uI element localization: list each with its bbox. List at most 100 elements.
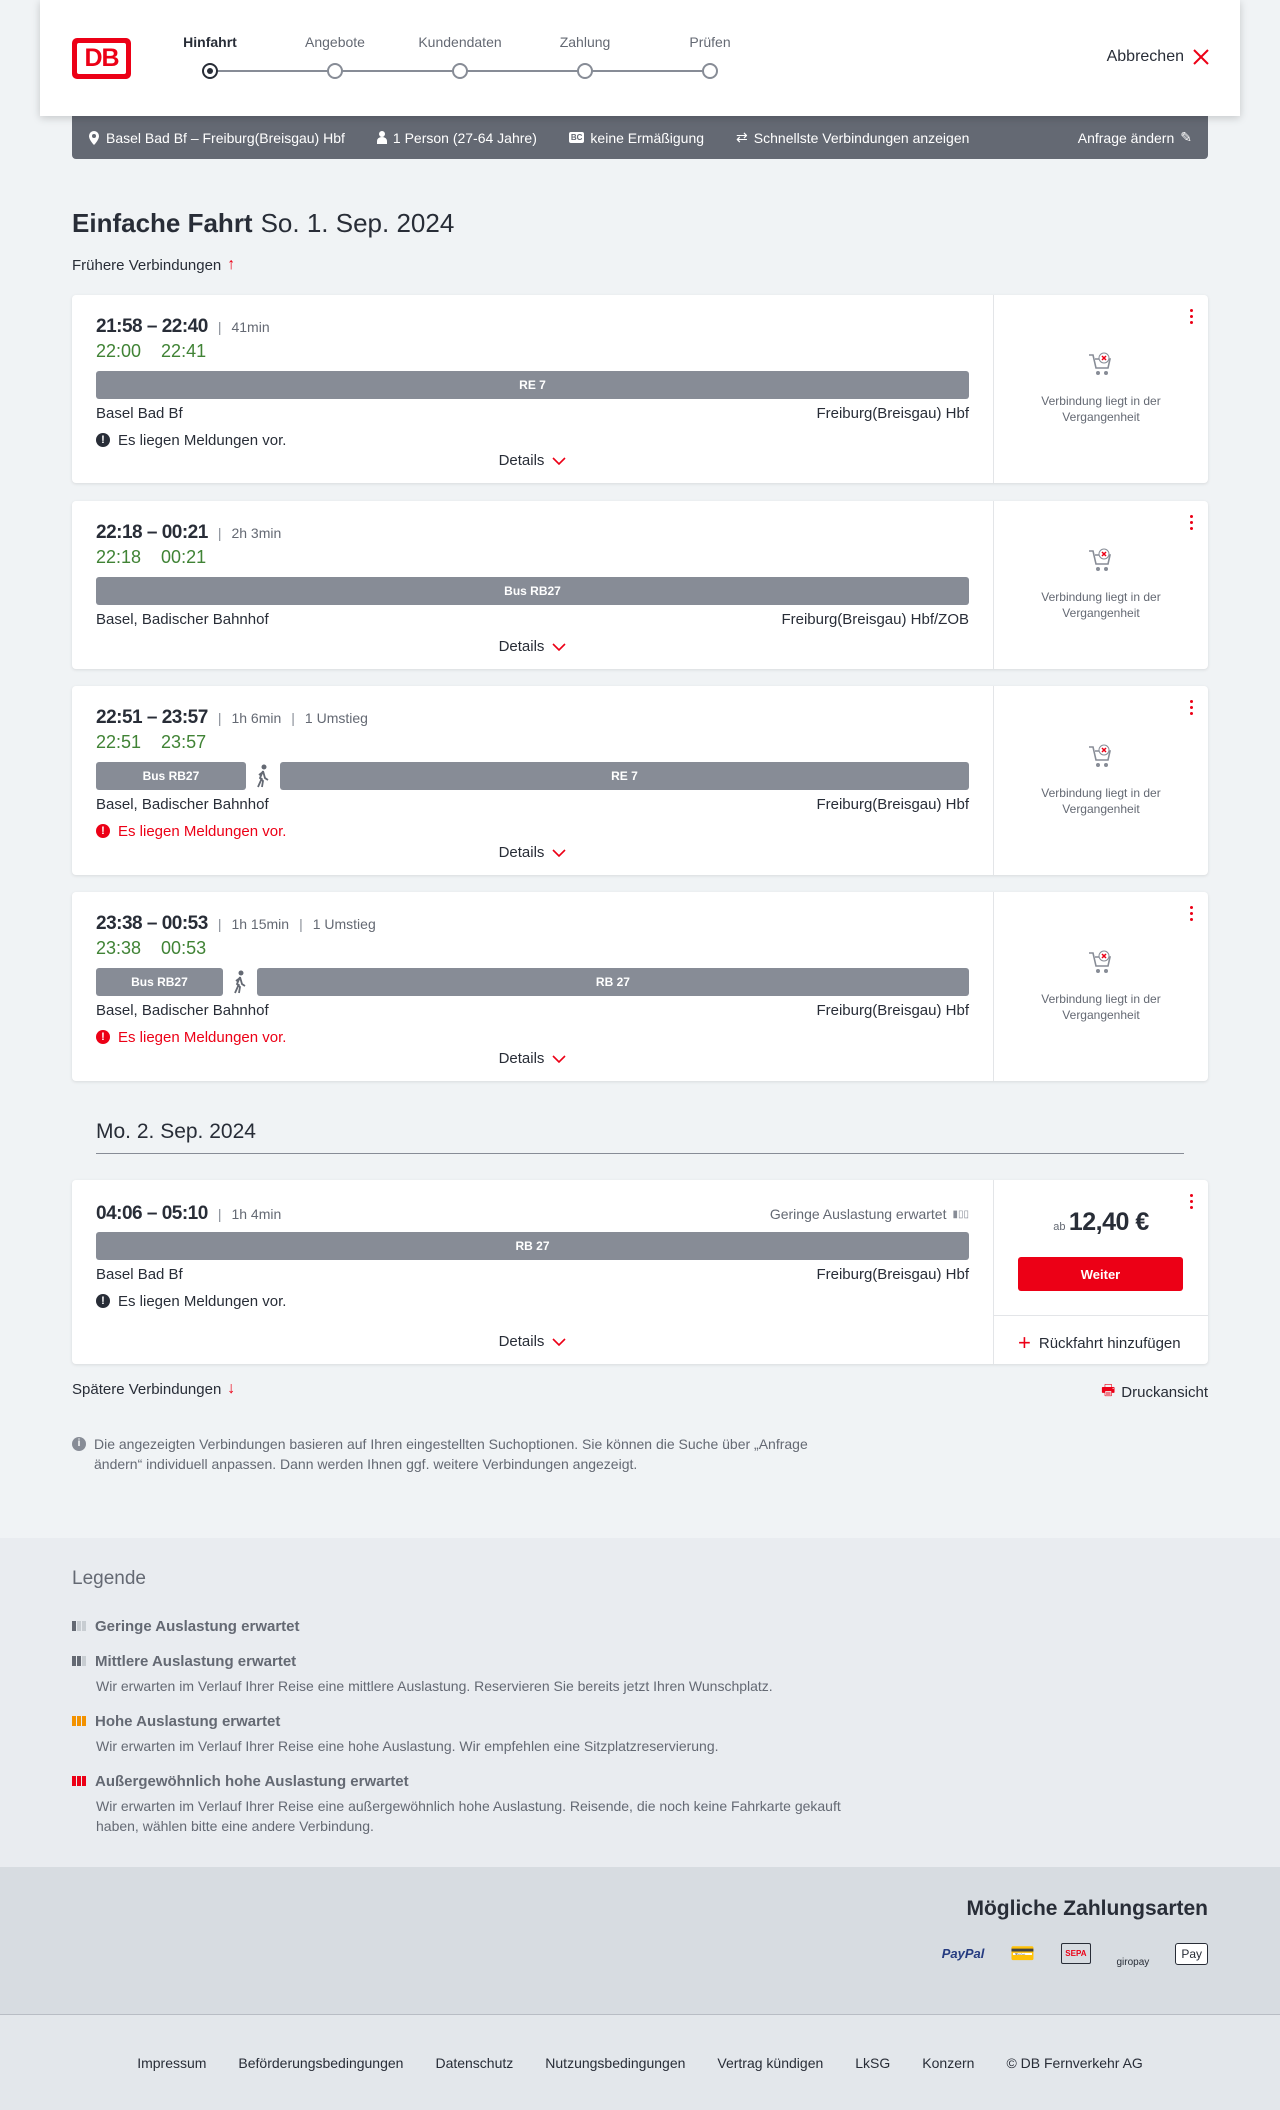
- offer-column: Verbindung liegt in der Vergangenheit: [993, 295, 1208, 483]
- connection-card: 21:58 – 22:40 | 41min 22:00 22:41 RE 7 Base…: [72, 295, 1208, 483]
- bahncard-icon: BC: [568, 132, 585, 143]
- transport-segment[interactable]: Bus RB27: [96, 762, 246, 790]
- pencil-icon: ✎: [1180, 129, 1192, 145]
- step-3-indicator[interactable]: [577, 63, 593, 79]
- footer-link[interactable]: Datenschutz: [435, 2054, 514, 2071]
- footer-link[interactable]: Beförderungsbedingungen: [238, 2054, 404, 2071]
- payment-section: Mögliche Zahlungsarten PayPal 💳 SEPA gir…: [0, 1867, 1280, 2014]
- connection-times: 04:06 – 05:10 | 1h 4min Geringe Auslastung …: [96, 1203, 969, 1224]
- occupancy-level-2-icon: [72, 1713, 87, 1730]
- footer-link[interactable]: Impressum: [137, 2054, 207, 2071]
- footer-link[interactable]: Konzern: [922, 2054, 975, 2071]
- origin-station: Basel, Badischer Bahnhof: [96, 796, 269, 813]
- transport-segment[interactable]: RE 7: [96, 371, 969, 399]
- print-view-link[interactable]: 🖶 Druckansicht: [1101, 1380, 1208, 1405]
- details-toggle[interactable]: Details: [72, 1333, 993, 1350]
- price: ab 12,40 €: [1053, 1208, 1149, 1236]
- cancel-button[interactable]: Abbrechen: [1107, 48, 1210, 66]
- credit-card-icon: 💳: [1010, 1943, 1036, 1965]
- legend-item: Mittlere Auslastung erwartet Wir erwarten…: [72, 1653, 856, 1696]
- transport-segment[interactable]: Bus RB27: [96, 577, 969, 605]
- walk-icon: [257, 764, 269, 788]
- journey-bar: Bus RB27 RE 7: [96, 762, 970, 790]
- day-divider: [96, 1153, 1184, 1154]
- step-1-indicator[interactable]: [327, 63, 343, 79]
- step-1-label: Angebote: [305, 34, 365, 50]
- origin-station: Basel Bad Bf: [96, 405, 183, 422]
- passengers-summary[interactable]: 1 Person (27-64 Jahre): [376, 130, 537, 146]
- duration: 1h 15min: [231, 916, 290, 932]
- chevron-down-icon: [552, 1337, 566, 1346]
- destination-station: Freiburg(Breisgau) Hbf: [816, 796, 969, 813]
- alert-icon: !: [96, 1030, 110, 1044]
- more-options-icon[interactable]: [1190, 515, 1194, 530]
- stations: Basel, Badischer Bahnhof Freiburg(Breisga…: [96, 611, 969, 631]
- continue-button[interactable]: Weiter: [1018, 1257, 1183, 1291]
- footer-link[interactable]: Nutzungsbedingungen: [545, 2054, 686, 2071]
- arrow-up-icon: ↑: [227, 256, 236, 273]
- connection-times: 22:51 – 23:57 | 1h 6min | 1 Umstieg: [96, 707, 368, 728]
- journey-bar: Bus RB27: [96, 577, 969, 605]
- cart-unavailable-icon: [1089, 950, 1111, 973]
- message-notice[interactable]: ! Es liegen Meldungen vor.: [96, 429, 969, 451]
- transport-segment[interactable]: RB 27: [256, 968, 970, 996]
- transport-segment[interactable]: Bus RB27: [96, 968, 223, 996]
- chevron-down-icon: [552, 642, 566, 651]
- duration: 2h 3min: [231, 525, 282, 541]
- transport-segment[interactable]: RE 7: [279, 762, 970, 790]
- transfers: 1 Umstieg: [304, 710, 368, 726]
- edit-request-button[interactable]: Anfrage ändern ✎: [1077, 129, 1192, 146]
- earlier-connections-link[interactable]: Frühere Verbindungen ↑: [72, 256, 236, 274]
- add-return-trip-button[interactable]: + Rückfahrt hinzufügen: [1018, 1330, 1181, 1355]
- connection-times: 21:58 – 22:40 | 41min: [96, 316, 270, 337]
- legend-section: Legende Geringe Auslastung erwartet Mittl…: [0, 1538, 1280, 1867]
- alert-icon: !: [96, 824, 110, 838]
- legend-title: Legende: [72, 1568, 146, 1589]
- later-connections-link[interactable]: Spätere Verbindungen ↓: [72, 1380, 236, 1398]
- step-2-indicator[interactable]: [452, 63, 468, 79]
- legend-item: Außergewöhnlich hohe Auslastung erwartet…: [72, 1773, 856, 1836]
- fastest-connections-toggle[interactable]: ⇄ Schnellste Verbindungen anzeigen: [736, 129, 970, 146]
- more-options-icon[interactable]: [1190, 700, 1194, 715]
- message-notice[interactable]: ! Es liegen Meldungen vor.: [96, 820, 969, 842]
- more-options-icon[interactable]: [1190, 1194, 1194, 1209]
- close-icon: [1193, 49, 1209, 65]
- footer-link[interactable]: LkSG: [855, 2054, 891, 2071]
- footer-link[interactable]: Vertrag kündigen: [717, 2054, 824, 2071]
- message-notice[interactable]: ! Es liegen Meldungen vor.: [96, 1026, 969, 1048]
- details-toggle[interactable]: Details: [72, 452, 993, 469]
- realtime-times: 23:38 00:53: [96, 938, 207, 958]
- footer-link[interactable]: © DB Fernverkehr AG: [1006, 2054, 1143, 2071]
- occupancy-level-1-icon: [72, 1653, 87, 1670]
- realtime-times: 22:51 23:57: [96, 732, 207, 752]
- info-icon: i: [72, 1437, 86, 1451]
- page-title: Einfache Fahrt So. 1. Sep. 2024: [72, 208, 455, 238]
- details-toggle[interactable]: Details: [72, 844, 993, 861]
- giropay-icon: giropay: [1116, 1957, 1150, 1968]
- details-toggle[interactable]: Details: [72, 638, 993, 655]
- destination-station: Freiburg(Breisgau) Hbf: [816, 1002, 969, 1019]
- payment-title: Mögliche Zahlungsarten: [966, 1897, 1208, 1920]
- paypal-icon: PayPal: [941, 1946, 985, 1961]
- db-logo[interactable]: DB: [72, 38, 131, 79]
- swap-arrows-icon: ⇄: [736, 129, 748, 145]
- destination-station: Freiburg(Breisgau) Hbf/ZOB: [781, 611, 969, 628]
- step-4-indicator[interactable]: [702, 63, 718, 79]
- cart-unavailable-icon: [1089, 548, 1111, 571]
- past-status: Verbindung liegt in der Vergangenheit: [994, 349, 1208, 425]
- stations: Basel, Badischer Bahnhof Freiburg(Breisga…: [96, 1002, 969, 1022]
- legend-item: Hohe Auslastung erwartet Wir erwarten im …: [72, 1713, 856, 1756]
- details-toggle[interactable]: Details: [72, 1050, 993, 1067]
- route-summary[interactable]: Basel Bad Bf – Freiburg(Breisgau) Hbf: [88, 130, 345, 146]
- message-notice[interactable]: ! Es liegen Meldungen vor.: [96, 1290, 969, 1312]
- transport-segment[interactable]: RB 27: [96, 1232, 969, 1260]
- step-0-indicator[interactable]: [202, 63, 218, 79]
- realtime-times: 22:18 00:21: [96, 547, 207, 567]
- discount-summary[interactable]: BC keine Ermäßigung: [568, 129, 705, 146]
- more-options-icon[interactable]: [1190, 309, 1194, 324]
- duration: 1h 6min: [231, 710, 282, 726]
- journey-bar: RB 27: [96, 1232, 969, 1260]
- low-occupancy-icon: ▮▯▯: [952, 1208, 969, 1220]
- more-options-icon[interactable]: [1190, 906, 1194, 921]
- cart-unavailable-icon: [1089, 744, 1111, 767]
